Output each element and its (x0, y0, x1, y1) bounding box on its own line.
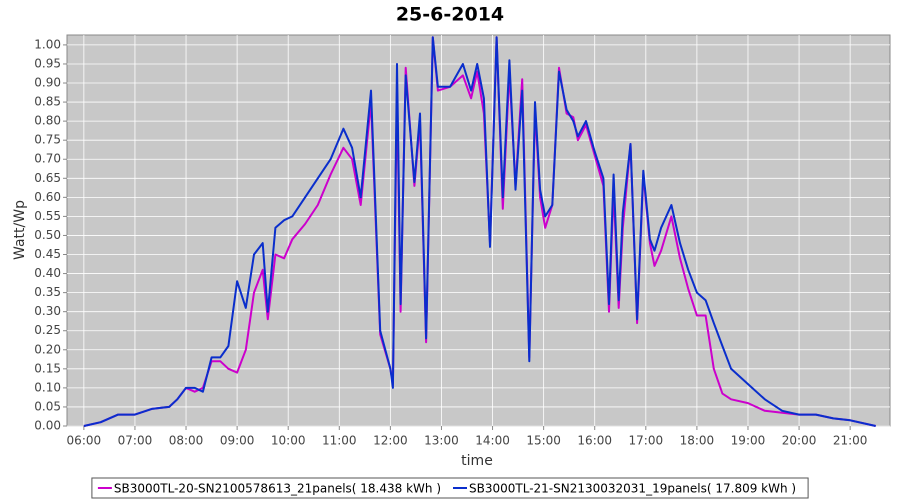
series-line (83, 36, 876, 427)
x-tick-label: 09:00 (220, 434, 255, 448)
y-tick-label: 0.85 (34, 95, 61, 109)
x-tick-label: 21:00 (833, 434, 868, 448)
x-tick-label: 12:00 (373, 434, 408, 448)
legend-label: SB3000TL-20-SN2100578613_21panels( 18.43… (114, 482, 441, 496)
y-tick-label: 0.25 (34, 323, 61, 337)
y-tick-label: 0.05 (34, 399, 61, 413)
y-tick-label: 0.60 (34, 190, 61, 204)
x-tick-label: 14:00 (475, 434, 510, 448)
legend-label: SB3000TL-21-SN2130032031_19panels( 17.80… (469, 482, 796, 496)
y-tick-label: 0.55 (34, 209, 61, 223)
y-tick-label: 0.65 (34, 171, 61, 185)
x-tick-label: 08:00 (169, 434, 204, 448)
y-tick-label: 0.30 (34, 304, 61, 318)
y-tick-label: 0.50 (34, 228, 61, 242)
x-tick-label: 18:00 (680, 434, 715, 448)
y-tick-label: 0.80 (34, 114, 61, 128)
x-tick-label: 07:00 (118, 434, 153, 448)
y-tick-label: 0.75 (34, 133, 61, 147)
x-tick-label: 10:00 (271, 434, 306, 448)
y-tick-label: 0.20 (34, 342, 61, 356)
y-axis-label: Watt/Wp (12, 200, 28, 260)
x-tick-label: 13:00 (424, 434, 459, 448)
legend (91, 477, 809, 499)
y-tick-label: 0.00 (34, 419, 61, 433)
y-tick-label: 0.95 (34, 56, 61, 70)
x-tick-label: 16:00 (577, 434, 612, 448)
y-tick-label: 0.15 (34, 361, 61, 375)
y-tick-label: 0.10 (34, 380, 61, 394)
y-tick-label: 1.00 (34, 37, 61, 51)
x-tick-label: 06:00 (67, 434, 102, 448)
y-tick-label: 0.45 (34, 247, 61, 261)
y-tick-label: 0.35 (34, 285, 61, 299)
y-tick-label: 0.70 (34, 152, 61, 166)
y-tick-label: 0.90 (34, 76, 61, 90)
x-axis-label: time (461, 453, 493, 469)
x-tick-label: 20:00 (782, 434, 817, 448)
x-tick-label: 17:00 (629, 434, 664, 448)
plot-area (66, 34, 891, 427)
x-tick-label: 19:00 (731, 434, 766, 448)
y-tick-label: 0.40 (34, 266, 61, 280)
x-tick-label: 11:00 (322, 434, 357, 448)
x-tick-label: 15:00 (526, 434, 561, 448)
chart-title: 25-6-2014 (396, 4, 504, 26)
